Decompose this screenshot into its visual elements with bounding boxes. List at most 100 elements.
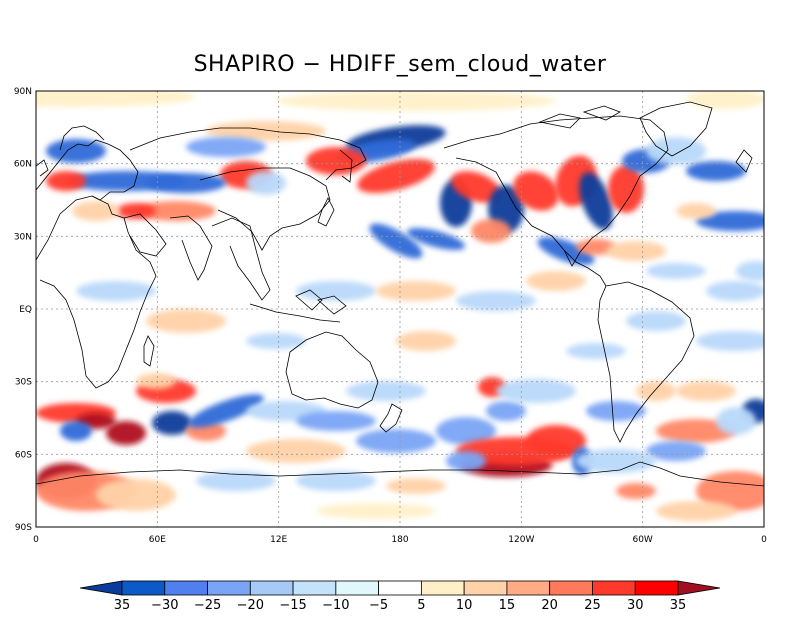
field-blob	[306, 147, 366, 175]
field-blob	[616, 483, 656, 499]
lat-tick-label: 90N	[14, 87, 32, 97]
field-blob	[526, 425, 586, 457]
field-blob	[246, 171, 286, 195]
colorbar-tick-label: 20	[541, 598, 558, 613]
colorbar-swatch	[634, 580, 679, 596]
field-blob	[76, 281, 156, 301]
field-blob	[146, 309, 226, 333]
field-blob	[579, 172, 613, 230]
colorbar-tick-label: −25	[194, 598, 221, 613]
field-blob	[676, 381, 736, 401]
lon-tick-label: 0	[761, 535, 767, 545]
colorbar-tick-label: −5	[369, 598, 388, 613]
colorbar-tick-label: 25	[584, 598, 601, 613]
field-blob	[716, 407, 756, 435]
field-blob	[646, 441, 706, 461]
colorbar-tick-label: −20	[237, 598, 264, 613]
colorbar-swatch	[335, 580, 380, 596]
field-blob	[136, 201, 216, 221]
field-blob	[686, 91, 764, 109]
colorbar-swatch	[292, 580, 337, 596]
field-blob	[276, 91, 556, 111]
field-blob	[386, 478, 446, 494]
field-blob	[656, 501, 736, 521]
lat-tick-label: EQ	[19, 305, 32, 315]
field-blob	[706, 281, 764, 301]
field-blob	[496, 379, 576, 403]
map-frame	[35, 90, 765, 528]
field-blob	[186, 137, 266, 157]
colorbar-tick-label: −10	[322, 598, 349, 613]
colorbar-high-triangle	[677, 580, 721, 596]
field-blob	[116, 203, 156, 219]
colorbar-swatch	[592, 580, 636, 596]
lon-tick-label: 60E	[149, 535, 166, 545]
field-blob	[296, 471, 376, 491]
lat-tick-label: 30N	[14, 232, 32, 242]
field-blob	[537, 237, 595, 265]
colorbar: 35 −30 −25 −20 −15 −10 −5 5 10 15 20 25 30 35	[79, 580, 721, 613]
colorbar-tick-label: 10	[456, 598, 473, 613]
colorbar-tick-label: 5	[417, 598, 425, 613]
colorbar-low-triangle	[79, 580, 123, 596]
chart-title: SHAPIRO − HDIFF_sem_cloud_water	[193, 52, 607, 77]
longitude-labels: 0 60E 12E 180 120W 60W 0	[33, 535, 767, 545]
field-blob	[206, 121, 326, 141]
colorbar-swatch	[121, 580, 166, 596]
field-blob	[686, 161, 746, 181]
field-blob	[566, 343, 626, 359]
field-blob	[136, 373, 176, 389]
colorbar-tick-label: 15	[499, 598, 516, 613]
field-blob	[606, 241, 666, 261]
field-blob	[696, 211, 764, 231]
lon-tick-label: 0	[33, 535, 39, 545]
field-blob	[46, 139, 106, 163]
field-blob	[96, 479, 176, 511]
colorbar-swatch	[249, 580, 294, 596]
field-blob	[376, 281, 456, 301]
field-blob	[446, 451, 486, 471]
field-blob	[296, 281, 376, 301]
field-blob	[188, 394, 264, 428]
colorbar-swatch	[549, 580, 593, 596]
colorbar-tick-label: 35	[670, 598, 687, 613]
field-blob	[316, 503, 436, 519]
lon-tick-label: 180	[391, 535, 408, 545]
lat-tick-label: 60S	[15, 450, 32, 460]
field-blob	[451, 171, 501, 203]
colorbar-swatch	[420, 580, 465, 596]
field-blob	[636, 381, 676, 401]
field-blob	[246, 439, 346, 463]
lat-tick-label: 90S	[15, 523, 32, 533]
field-blob	[471, 219, 511, 243]
field-blob	[246, 333, 306, 349]
field-blob	[646, 263, 706, 279]
field-blob	[406, 228, 466, 250]
field-blob	[526, 271, 586, 291]
field-blob	[196, 471, 276, 491]
lat-tick-label: 60N	[14, 160, 32, 170]
colorbar-swatch	[207, 580, 251, 596]
field-blob	[106, 421, 146, 445]
map-gridlines	[36, 91, 764, 527]
coastlines	[36, 101, 764, 487]
field-blob	[36, 91, 196, 107]
colorbar-swatch	[463, 580, 508, 596]
field-blob	[513, 171, 559, 211]
field-blob	[736, 261, 764, 281]
cloud-water-field	[36, 91, 764, 521]
field-blob	[152, 411, 192, 435]
field-blob	[356, 429, 436, 453]
field-blob	[486, 401, 526, 421]
lat-tick-label: 30S	[15, 378, 32, 388]
latitude-labels: 90N 60N 30N EQ 30S 60S 90S	[14, 87, 32, 533]
field-blob	[676, 203, 716, 219]
colorbar-swatch	[378, 580, 422, 596]
colorbar-tick-label: 35	[114, 598, 131, 613]
field-blob	[576, 449, 656, 473]
field-blob	[586, 401, 646, 421]
field-blob	[456, 291, 536, 311]
field-blob	[396, 331, 456, 351]
field-blob	[46, 171, 86, 191]
field-blob	[436, 417, 496, 445]
